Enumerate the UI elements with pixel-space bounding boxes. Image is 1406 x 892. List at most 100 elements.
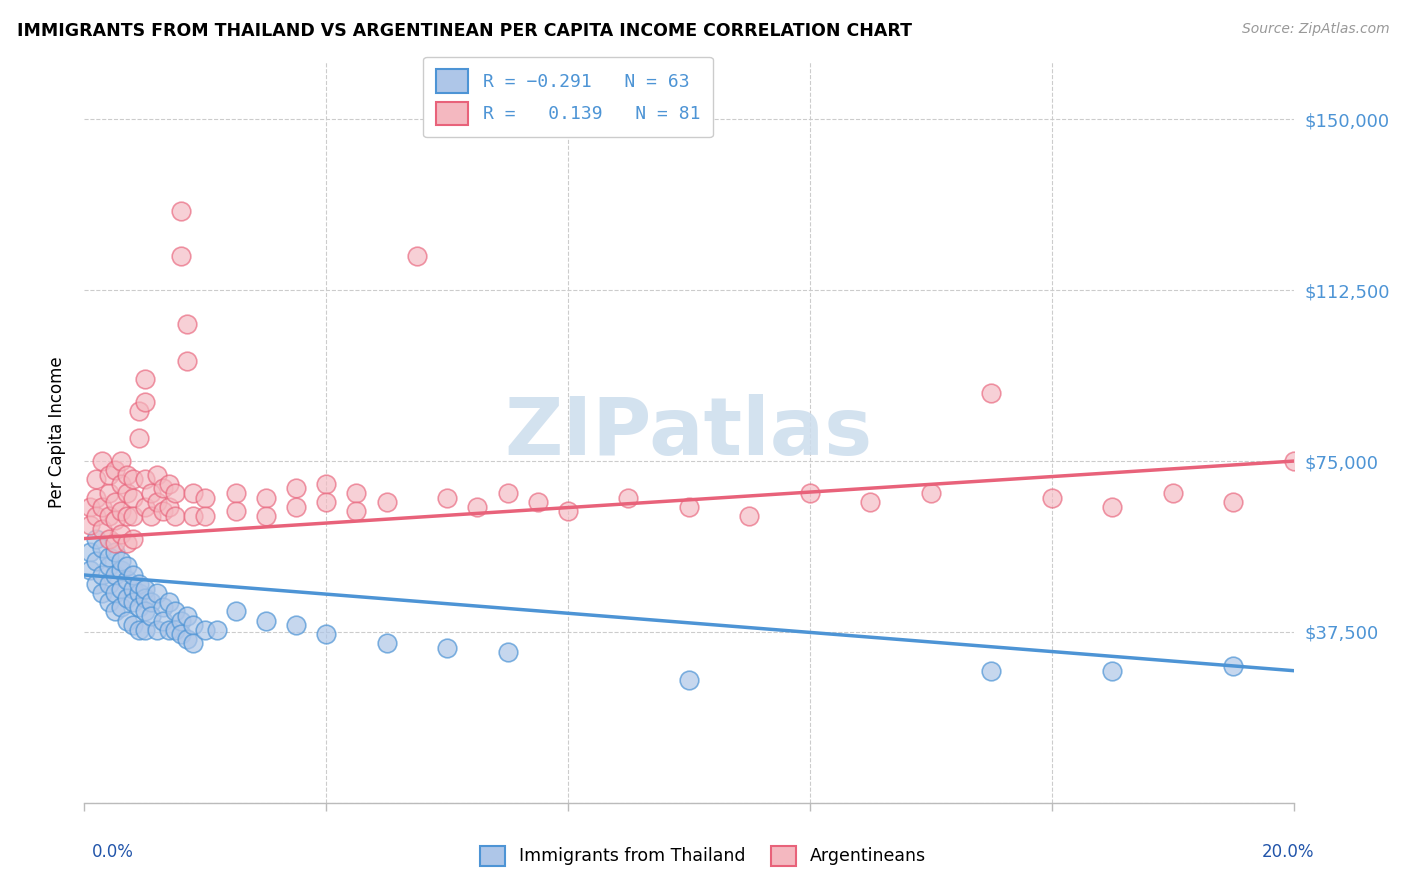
Point: [920, 486, 942, 500]
Point: [194, 491, 217, 505]
Point: [110, 504, 132, 518]
Point: [97, 577, 120, 591]
Point: [157, 595, 180, 609]
Point: [225, 486, 247, 500]
Point: [170, 249, 193, 263]
Point: [139, 609, 162, 624]
Point: [315, 495, 337, 509]
Point: [121, 618, 143, 632]
Point: [1161, 486, 1184, 500]
Point: [139, 486, 162, 500]
Point: [146, 586, 169, 600]
Point: [121, 582, 143, 596]
Point: [1040, 491, 1063, 505]
Point: [181, 636, 204, 650]
Point: [79, 517, 101, 532]
Point: [91, 523, 114, 537]
Point: [91, 500, 114, 514]
Point: [97, 467, 120, 482]
Point: [678, 500, 700, 514]
Point: [165, 508, 187, 523]
Point: [165, 486, 187, 500]
Point: [115, 614, 138, 628]
Legend: Immigrants from Thailand, Argentineans: Immigrants from Thailand, Argentineans: [474, 838, 932, 872]
Point: [110, 554, 132, 568]
Point: [285, 618, 308, 632]
Point: [1101, 500, 1123, 514]
Point: [86, 554, 108, 568]
Point: [146, 467, 169, 482]
Point: [86, 472, 108, 486]
Point: [181, 508, 204, 523]
Point: [346, 486, 368, 500]
Point: [115, 558, 138, 573]
Point: [121, 472, 143, 486]
Point: [79, 545, 101, 559]
Point: [285, 500, 308, 514]
Point: [176, 318, 198, 332]
Point: [157, 500, 180, 514]
Point: [115, 573, 138, 587]
Point: [86, 508, 108, 523]
Point: [315, 476, 337, 491]
Point: [134, 472, 156, 486]
Point: [110, 454, 132, 468]
Point: [104, 513, 127, 527]
Point: [146, 623, 169, 637]
Point: [436, 491, 458, 505]
Point: [115, 486, 138, 500]
Point: [165, 604, 187, 618]
Point: [134, 623, 156, 637]
Point: [152, 614, 174, 628]
Point: [110, 582, 132, 596]
Point: [79, 564, 101, 578]
Point: [176, 609, 198, 624]
Point: [91, 586, 114, 600]
Point: [170, 627, 193, 641]
Point: [254, 614, 277, 628]
Point: [104, 545, 127, 559]
Point: [104, 495, 127, 509]
Point: [207, 623, 229, 637]
Point: [139, 595, 162, 609]
Point: [115, 467, 138, 482]
Point: [738, 508, 761, 523]
Point: [128, 577, 150, 591]
Text: Source: ZipAtlas.com: Source: ZipAtlas.com: [1241, 22, 1389, 37]
Text: ZIPatlas: ZIPatlas: [505, 393, 873, 472]
Point: [146, 495, 169, 509]
Point: [134, 395, 156, 409]
Point: [121, 568, 143, 582]
Point: [181, 486, 204, 500]
Point: [1222, 659, 1244, 673]
Point: [134, 372, 156, 386]
Point: [496, 486, 519, 500]
Point: [799, 486, 821, 500]
Point: [115, 536, 138, 550]
Point: [225, 504, 247, 518]
Point: [104, 586, 127, 600]
Point: [225, 604, 247, 618]
Point: [121, 508, 143, 523]
Point: [97, 558, 120, 573]
Legend: R = −0.291   N = 63, R =   0.139   N = 81: R = −0.291 N = 63, R = 0.139 N = 81: [423, 57, 713, 137]
Point: [527, 495, 550, 509]
Point: [79, 500, 101, 514]
Point: [128, 599, 150, 614]
Point: [152, 482, 174, 496]
Point: [181, 618, 204, 632]
Point: [157, 623, 180, 637]
Point: [152, 599, 174, 614]
Point: [128, 623, 150, 637]
Point: [110, 564, 132, 578]
Point: [110, 599, 132, 614]
Point: [176, 354, 198, 368]
Point: [86, 532, 108, 546]
Point: [139, 508, 162, 523]
Point: [152, 504, 174, 518]
Point: [104, 536, 127, 550]
Point: [86, 577, 108, 591]
Point: [134, 604, 156, 618]
Point: [254, 508, 277, 523]
Point: [97, 595, 120, 609]
